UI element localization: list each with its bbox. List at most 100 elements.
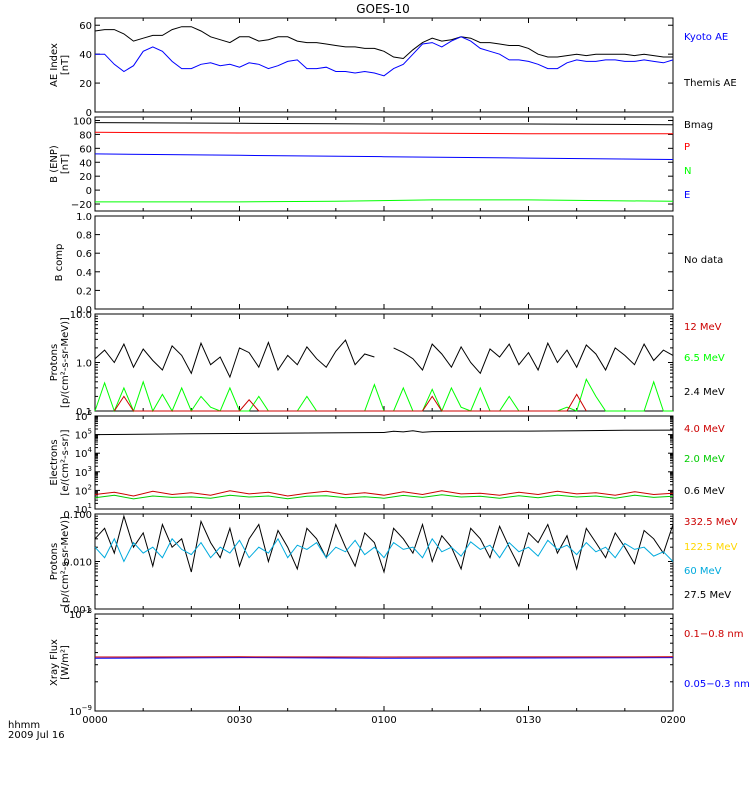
y-tick-label: 60	[79, 21, 92, 32]
legend-entry: 2.0 MeV	[684, 454, 725, 465]
legend-entry: E	[684, 190, 690, 201]
y-tick-label: 20	[79, 79, 92, 90]
series-line	[94, 537, 674, 563]
y-tick-exponent: 2	[88, 483, 92, 491]
legend-entry: 0.6 MeV	[684, 486, 725, 497]
panel-protons_low: 0.1 1.0 10.0 Protons [p/(cm²-s-sr-MeV)] 12 Me…	[49, 310, 725, 418]
y-axis-label: Electrons	[49, 439, 60, 485]
series-line	[113, 393, 587, 412]
y-tick-label: 80	[79, 130, 92, 141]
panel-frame	[94, 613, 674, 712]
y-axis-label: Protons	[49, 543, 60, 580]
y-axis-label: [p/(cm²-s-sr-MeV)]	[60, 516, 71, 607]
x-tick-label: 0030	[227, 715, 252, 726]
y-tick-label: 60	[79, 144, 92, 155]
y-tick-label: 1.0	[76, 212, 92, 223]
panel-protons_high: 0.001 0.010 0.100 Protons [p/(cm²-s-sr-MeV)]…	[49, 510, 738, 616]
y-axis-label: [nT]	[60, 55, 71, 75]
y-axis-label: [W/m²]	[60, 645, 71, 680]
series-line	[94, 153, 674, 160]
y-tick-exponent: −8	[82, 607, 92, 615]
y-tick-label: 100	[73, 116, 92, 127]
y-tick-label: 1.0	[76, 359, 92, 370]
legend-entry: N	[684, 166, 691, 177]
panel-bcomp: 0.0 0.2 0.4 0.6 0.8 1.0 B comp No data	[54, 212, 723, 316]
series-line	[94, 490, 674, 497]
legend-entry: 4.0 MeV	[684, 424, 725, 435]
y-axis-label: B comp	[54, 244, 65, 282]
y-axis-label: AE Index	[49, 43, 60, 87]
y-tick-label: 10.0	[70, 310, 92, 321]
x-tick-label: 0000	[82, 715, 107, 726]
y-tick-label: 40	[79, 50, 92, 61]
y-axis-label: Xray Flux	[49, 639, 60, 686]
series-line	[94, 26, 673, 60]
legend-entry: 332.5 MeV	[684, 517, 738, 528]
y-tick-label: 0.010	[63, 558, 92, 569]
y-tick-label: 104	[75, 446, 93, 460]
y-axis-label: [nT]	[60, 154, 71, 174]
chart-title: GOES-10	[356, 2, 410, 16]
y-tick-exponent: 3	[88, 465, 92, 473]
y-tick-label: 0.2	[76, 286, 92, 297]
panel-bfield: −20 0 20 40 60 80 100 B (ENP) [nT] Bmag P N E	[49, 116, 713, 212]
series-line	[95, 36, 674, 77]
panel-frame	[94, 17, 674, 113]
series-line	[94, 131, 673, 135]
y-tick-exponent: 5	[88, 428, 92, 436]
y-tick-label: 102	[75, 483, 92, 497]
footer-date: 2009 Jul 16	[8, 730, 65, 741]
y-tick-label: 0.001	[63, 605, 92, 616]
legend-entry: 0.1−0.8 nm	[684, 629, 743, 640]
legend-entry: 12 MeV	[684, 322, 722, 333]
legend-entry: 2.4 MeV	[684, 387, 725, 398]
legend-entry: 0.05−0.3 nm	[684, 679, 750, 690]
y-tick-label: 0.0	[76, 305, 92, 316]
legend-entry: 27.5 MeV	[684, 590, 731, 601]
x-tick-label: 0200	[660, 715, 685, 726]
legend-entry: Kyoto AE	[684, 32, 728, 43]
legend-entry: Themis AE	[683, 78, 737, 89]
y-tick-label: −20	[71, 200, 92, 211]
y-tick-label: 10−8	[69, 607, 92, 621]
panel-frame	[94, 215, 674, 310]
y-tick-label: 105	[75, 428, 92, 442]
legend-entry: Bmag	[684, 120, 713, 131]
y-axis-label: [p/(cm²-s-sr-MeV)]	[60, 317, 71, 408]
series-line	[94, 339, 674, 379]
y-tick-exponent: 6	[88, 409, 93, 417]
panel-frame	[94, 116, 674, 212]
legend-entry: No data	[684, 255, 723, 266]
legend-entry: P	[684, 142, 690, 153]
panel-frame	[94, 313, 674, 412]
series-line	[94, 429, 674, 436]
y-tick-label: 0.8	[76, 231, 92, 242]
footer-hhmm: hhmm	[8, 720, 40, 731]
series-line	[94, 657, 674, 659]
y-axis-label: [e/(cm²-s-sr)]	[60, 429, 71, 495]
series-line	[95, 199, 674, 203]
y-tick-label: 0	[86, 186, 92, 197]
x-tick-label: 0130	[516, 715, 541, 726]
y-tick-label: 0.6	[76, 249, 92, 260]
y-tick-label: 0.100	[63, 510, 92, 521]
y-tick-label: 103	[75, 465, 92, 479]
y-tick-label: 0.4	[76, 268, 92, 279]
y-tick-label: 20	[79, 172, 92, 183]
y-tick-exponent: 1	[88, 502, 92, 510]
y-tick-exponent: 4	[88, 446, 93, 454]
series-line	[94, 122, 674, 126]
y-tick-label: 106	[75, 409, 93, 423]
panel-ae: 0 20 40 60 AE Index [nT] Kyoto AE Themis AE	[49, 17, 737, 119]
y-tick-label: 0.1	[76, 407, 92, 418]
series-line	[94, 514, 674, 574]
legend-entry: 60 MeV	[684, 566, 722, 577]
legend-entry: 6.5 MeV	[684, 353, 725, 364]
x-tick-label: 0100	[371, 715, 396, 726]
y-tick-exponent: −9	[82, 704, 92, 712]
y-tick-label: 40	[79, 158, 92, 169]
